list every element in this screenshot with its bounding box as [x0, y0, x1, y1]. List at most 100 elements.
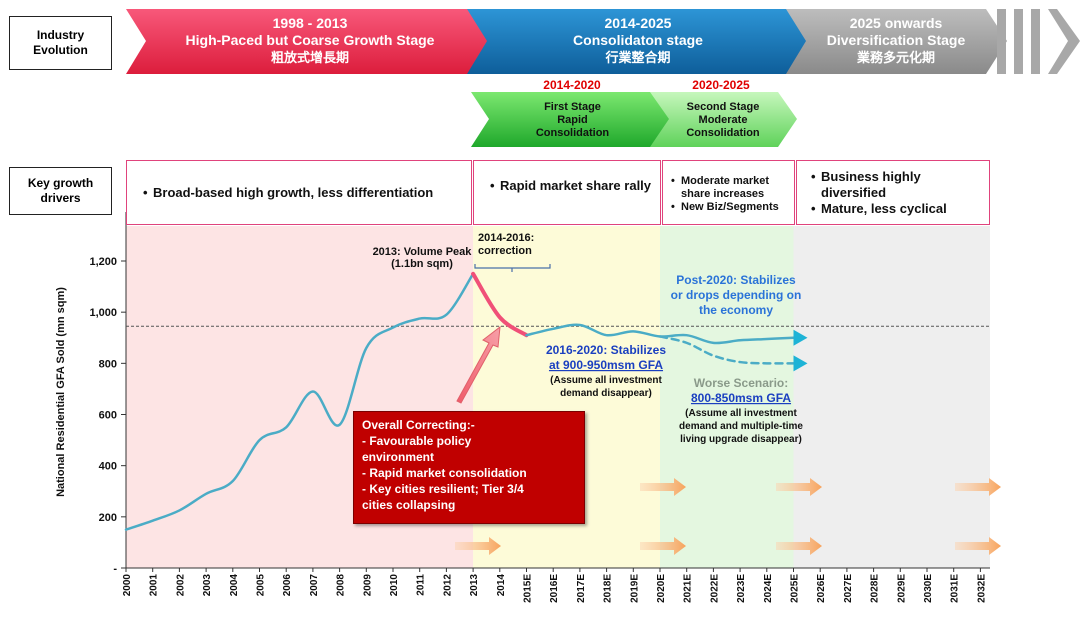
stage-consolidation-name: Consolidaton stage [573, 32, 703, 48]
peak-sublabel: (1.1bn sqm) [391, 258, 453, 270]
substage-first-line3: Consolidation [535, 127, 610, 139]
y-tick-label: - [113, 563, 117, 575]
x-tick-label: 2011 [416, 574, 427, 596]
stage-tail-bar-2 [1014, 9, 1023, 74]
stage-diversification-years: 2025 onwards [849, 15, 943, 31]
x-tick-label: 2005 [256, 574, 267, 597]
x-tick-label: 2001 [149, 574, 160, 597]
x-tick-label: 2017E [576, 574, 587, 603]
stabilize-label-1: 2016-2020: Stabilizes [546, 343, 666, 357]
driver-box-diversified: Business highly diversified Mature, less… [796, 160, 990, 225]
decorative-orange-arrow [776, 478, 822, 496]
driver-growth-item: Broad-based high growth, less differenti… [143, 185, 471, 200]
decorative-orange-arrow [955, 537, 1001, 555]
correcting-item-4: - Key cities resilient; Tier 3/4 [362, 482, 524, 496]
x-tick-label: 2009 [362, 574, 373, 597]
stage-diversification-text: 2025 onwards Diversification Stage 業務多元化… [806, 15, 986, 66]
substage-second-text: Second Stage Moderate Consolidation [668, 101, 778, 140]
driver-moderate-item-1: Moderate market share increases [671, 175, 794, 201]
driver-diversified-item-1: Business highly diversified [811, 169, 989, 201]
stage-growth-name: High-Paced but Coarse Growth Stage [185, 32, 435, 48]
correcting-item-2: environment [362, 450, 435, 464]
stage-growth-years: 1998 - 2013 [272, 15, 348, 31]
correction-sublabel: correction [478, 245, 532, 257]
x-tick-label: 2032E [976, 574, 987, 603]
correcting-item-1: - Favourable policy [362, 434, 472, 448]
worse-label-4: demand and multiple-time [679, 421, 803, 432]
driver-box-growth: Broad-based high growth, less differenti… [126, 160, 472, 225]
stage-tail-chevron [1048, 9, 1080, 74]
x-tick-label: 2012 [442, 574, 453, 597]
y-tick-label: 800 [99, 358, 117, 370]
y-tick-label: 600 [99, 410, 117, 422]
stage-arrow-growth [126, 9, 490, 74]
substage-arrow-second [650, 92, 797, 147]
series-end-arrow [793, 329, 808, 346]
decorative-orange-arrow [955, 478, 1001, 496]
x-tick-label: 2021E [683, 574, 694, 603]
substage-first-line2: Rapid [557, 114, 588, 126]
x-tick-label: 2023E [736, 574, 747, 603]
x-tick-label: 2006 [282, 574, 293, 597]
x-tick-label: 2000 [122, 574, 133, 597]
series-line-historical [124, 272, 475, 531]
x-tick-label: 2019E [629, 574, 640, 603]
worse-label-1: Worse Scenario: [694, 376, 788, 390]
x-tick-label: 2029E [896, 574, 907, 603]
substage-second-line1: Second Stage [686, 101, 760, 113]
driver-moderate-item-2: New Biz/Segments [671, 201, 794, 214]
correcting-item-5: cities collapsing [362, 498, 456, 512]
correcting-title: Overall Correcting:- [362, 418, 475, 432]
correction-label: 2014-2016: [478, 232, 534, 244]
stabilize-label-2: at 900-950msm GFA [549, 358, 663, 372]
x-tick-label: 2028E [870, 574, 881, 603]
x-tick-label: 2015E [523, 574, 534, 603]
substage-second-years: 2020-2025 [692, 78, 750, 92]
overall-correcting-box: Overall Correcting:- - Favourable policy… [353, 411, 585, 524]
stage-tail-bar-1 [997, 9, 1006, 74]
stage-consolidation-years: 2014-2025 [604, 15, 672, 31]
x-tick-label: 2003 [202, 574, 213, 597]
driver-rapid-item: Rapid market share rally [490, 178, 660, 194]
driver-box-moderate: Moderate market share increases New Biz/… [662, 160, 795, 225]
substage-second-line3: Consolidation [686, 127, 760, 139]
period-shading-3 [793, 226, 990, 568]
driver-diversified-item-2: Mature, less cyclical [811, 201, 989, 217]
x-tick-label: 2002 [175, 574, 186, 597]
x-tick-label: 2020E [656, 574, 667, 603]
stabilize-label-4: demand disappear) [560, 388, 652, 399]
worse-label-5: living upgrade disappear) [680, 434, 802, 445]
correction-bracket [474, 264, 551, 272]
x-tick-label: 2004 [229, 574, 240, 597]
y-tick-label: 400 [99, 461, 117, 473]
period-shading-2 [660, 226, 794, 568]
stage-growth-text: 1998 - 2013 High-Paced but Coarse Growth… [150, 15, 470, 66]
worse-label-2: 800-850msm GFA [691, 391, 791, 405]
x-tick-label: 2024E [763, 574, 774, 603]
y-axis-title: National Residential GFA Sold (mn sqm) [55, 287, 67, 497]
x-tick-label: 2018E [603, 574, 614, 603]
series-line-worse-scenario [658, 335, 795, 365]
stage-consolidation-text: 2014-2025 Consolidaton stage 行業整合期 [490, 15, 786, 66]
substage-arrow-first [471, 92, 672, 147]
x-tick-label: 2025E [790, 574, 801, 603]
stage-diversification-name: Diversification Stage [826, 32, 966, 48]
x-tick-label: 2010 [389, 574, 400, 597]
substage-first-text: First Stage Rapid Consolidation [500, 101, 645, 140]
x-tick-label: 2026E [816, 574, 827, 603]
worse-label-3: (Assume all investment [685, 408, 797, 419]
correcting-pointer-arrow [456, 325, 501, 404]
x-tick-label: 2016E [549, 574, 560, 603]
x-tick-label: 2007 [309, 574, 320, 597]
correcting-item-3: - Rapid market consolidation [362, 466, 527, 480]
stage-arrow-consolidation [467, 9, 810, 74]
substage-second-line2: Moderate [698, 114, 748, 126]
post2020-label-1: Post-2020: Stabilizes [676, 273, 796, 287]
substage-first-line1: First Stage [544, 101, 601, 113]
industry-evolution-label: Industry Evolution [9, 16, 112, 70]
peak-label: 2013: Volume Peak [373, 246, 473, 258]
stage-arrow-diversification [786, 9, 1007, 74]
x-tick-label: 2014 [496, 574, 507, 597]
x-tick-label: 2027E [843, 574, 854, 603]
